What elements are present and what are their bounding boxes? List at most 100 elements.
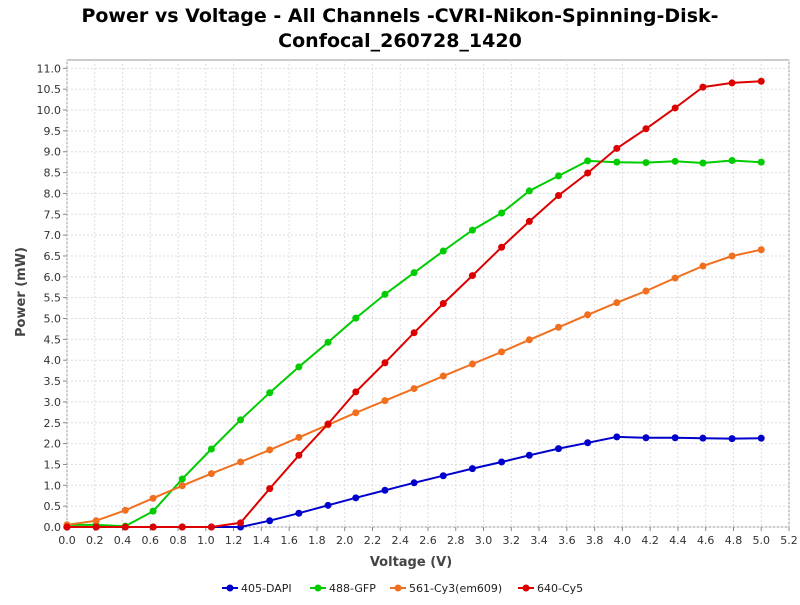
data-point — [92, 517, 100, 525]
series-561-Cy3(em609) — [63, 246, 765, 529]
data-point — [468, 360, 476, 368]
data-point — [555, 445, 563, 453]
data-point — [207, 445, 215, 453]
data-point — [525, 187, 533, 195]
y-tick-label: 8.5 — [44, 167, 62, 180]
data-point — [352, 314, 360, 322]
x-tick-label: 4.2 — [641, 534, 659, 547]
data-point — [352, 409, 360, 417]
y-axis-title: Power (mW) — [14, 247, 29, 337]
x-tick-label: 3.6 — [558, 534, 576, 547]
data-point — [237, 416, 245, 424]
chart-title-line-1: Power vs Voltage - All Channels -CVRI-Ni… — [81, 5, 718, 27]
x-axis-title: Voltage (V) — [370, 555, 452, 570]
data-point — [728, 79, 736, 87]
data-point — [149, 523, 157, 531]
data-point — [324, 501, 332, 509]
data-point — [63, 523, 71, 531]
data-point — [525, 336, 533, 344]
data-point — [439, 247, 447, 255]
data-point — [642, 159, 650, 167]
y-tick-label: 7.5 — [44, 208, 62, 221]
data-point — [468, 226, 476, 234]
data-point — [498, 243, 506, 251]
series-488-GFP — [63, 156, 765, 530]
legend-label: 640-Cy5 — [537, 582, 583, 595]
x-tick-label: 0.2 — [86, 534, 104, 547]
legend-item: 405-DAPI — [222, 582, 292, 595]
data-point — [468, 465, 476, 473]
legend-item: 561-Cy3(em609) — [390, 582, 502, 595]
chart-title-line-2: Confocal_260728_1420 — [278, 30, 522, 52]
legend-marker — [314, 584, 322, 592]
data-point — [352, 494, 360, 502]
x-tick-label: 3.8 — [586, 534, 604, 547]
data-point — [584, 157, 592, 165]
data-point — [178, 475, 186, 483]
grid-lines — [66, 60, 790, 528]
x-tick-label: 1.0 — [197, 534, 215, 547]
data-point — [237, 458, 245, 466]
data-point — [324, 420, 332, 428]
data-point — [207, 470, 215, 478]
data-point — [439, 472, 447, 480]
y-tick-label: 10.0 — [37, 104, 62, 117]
data-point — [381, 290, 389, 298]
x-tick-label: 4.6 — [697, 534, 715, 547]
data-point — [498, 348, 506, 356]
data-point — [381, 486, 389, 494]
data-point — [498, 209, 506, 217]
y-tick-label: 10.5 — [37, 83, 62, 96]
data-point — [584, 311, 592, 319]
axes: 0.0 0.5 1.0 1.5 2.0 2.5 3.0 3.5 4.0 4.5 5.0 5.5 6.0 6… — [37, 62, 798, 547]
data-point — [699, 434, 707, 442]
data-point — [671, 104, 679, 112]
y-tick-label: 2.5 — [44, 417, 62, 430]
data-point — [584, 169, 592, 177]
data-point — [468, 272, 476, 280]
legend-marker — [394, 584, 402, 592]
y-tick-label: 3.5 — [44, 375, 62, 388]
x-tick-label: 2.4 — [391, 534, 409, 547]
y-tick-label: 9.0 — [44, 146, 62, 159]
data-point — [178, 523, 186, 531]
x-tick-label: 5.0 — [752, 534, 770, 547]
data-point — [410, 329, 418, 337]
data-point — [295, 363, 303, 371]
data-point — [584, 439, 592, 447]
x-tick-label: 1.4 — [253, 534, 271, 547]
y-tick-label: 2.0 — [44, 438, 62, 451]
data-point — [555, 323, 563, 331]
data-point — [613, 299, 621, 307]
y-tick-label: 4.5 — [44, 333, 62, 346]
data-point — [757, 246, 765, 254]
data-point — [381, 397, 389, 405]
y-tick-label: 1.0 — [44, 479, 62, 492]
x-tick-label: 2.2 — [364, 534, 382, 547]
data-point — [439, 372, 447, 380]
legend-label: 405-DAPI — [241, 582, 292, 595]
x-tick-label: 3.2 — [503, 534, 521, 547]
data-point — [149, 507, 157, 515]
x-tick-label: 0.4 — [114, 534, 132, 547]
legend-label: 561-Cy3(em609) — [409, 582, 502, 595]
data-point — [266, 446, 274, 454]
y-tick-label: 11.0 — [37, 62, 62, 75]
data-point — [266, 389, 274, 397]
x-tick-label: 2.6 — [419, 534, 437, 547]
data-point — [642, 434, 650, 442]
data-point — [728, 156, 736, 164]
x-tick-label: 0.6 — [142, 534, 160, 547]
x-tick-label: 1.8 — [308, 534, 326, 547]
data-point — [381, 359, 389, 367]
y-tick-label: 5.5 — [44, 292, 62, 305]
data-point — [121, 523, 129, 531]
data-point — [295, 451, 303, 459]
data-point — [498, 458, 506, 466]
y-tick-label: 0.0 — [44, 521, 62, 534]
y-tick-label: 3.0 — [44, 396, 62, 409]
data-point — [324, 338, 332, 346]
x-tick-label: 4.0 — [614, 534, 632, 547]
